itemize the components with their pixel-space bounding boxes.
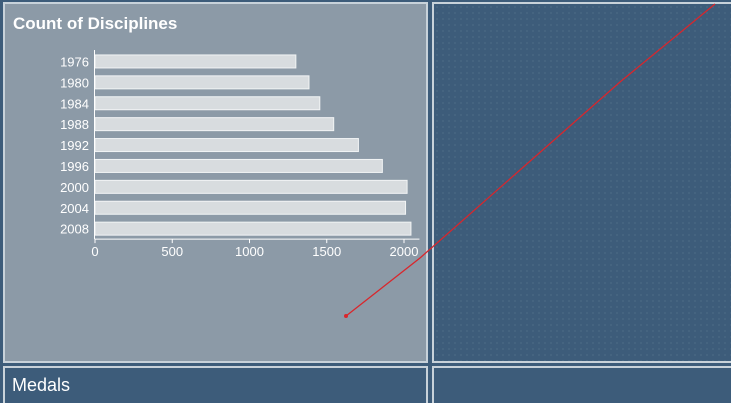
y-tick-label: 1980 [60, 75, 89, 90]
bar-1996[interactable] [94, 158, 383, 173]
y-tick-label: 2008 [60, 222, 89, 237]
y-tick-label: 2000 [60, 180, 89, 195]
y-tick-label: 1996 [60, 159, 89, 174]
medals-panel[interactable]: Medals [3, 366, 428, 403]
bar-2004[interactable] [94, 200, 407, 215]
bar-1988[interactable] [94, 117, 335, 132]
bar-1980[interactable] [94, 75, 310, 90]
empty-right-panel[interactable] [432, 2, 731, 363]
medals-title: Medals [12, 375, 71, 395]
bar-2008[interactable] [94, 221, 412, 236]
x-tick-label: 500 [161, 244, 183, 259]
bar-1976[interactable] [94, 54, 297, 69]
chart-title: Count of Disciplines [13, 14, 178, 33]
bar-2000[interactable] [94, 179, 408, 194]
bar-1984[interactable] [94, 96, 321, 111]
x-tick-label: 2000 [390, 244, 419, 259]
x-tick-label: 1000 [235, 244, 264, 259]
red-annotation-endpoint [344, 314, 348, 318]
bar-1992[interactable] [94, 138, 359, 153]
y-tick-label: 1992 [60, 138, 89, 153]
x-tick-label: 0 [91, 244, 98, 259]
y-tick-label: 2004 [60, 201, 89, 216]
y-tick-label: 1984 [60, 96, 89, 111]
red-annotation-line [345, 3, 716, 317]
x-tick-label: 1500 [312, 244, 341, 259]
empty-bottom-right-panel[interactable] [432, 366, 731, 403]
y-tick-label: 1976 [60, 54, 89, 69]
y-tick-label: 1988 [60, 117, 89, 132]
